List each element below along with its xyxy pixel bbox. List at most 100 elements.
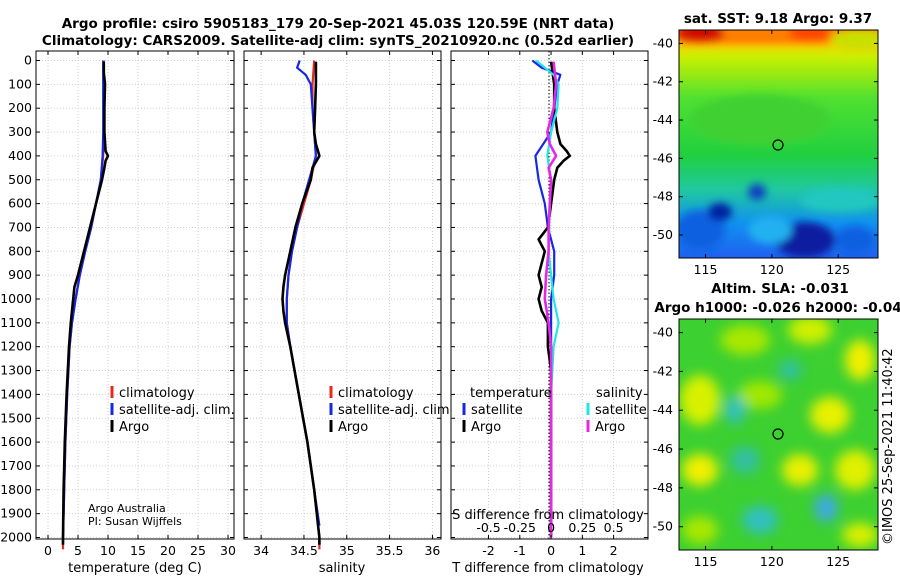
y-tick-label: 1900 [0,506,32,521]
map-x-tick-label: 120 [760,262,784,277]
figure-title-line2: Climatology: CARS2009. Satellite-adj cli… [42,33,634,49]
map-y-tick-label: -48 [653,189,673,204]
series-argo [281,61,321,545]
y-tick-label: 300 [8,124,32,139]
x-tick-label: 25 [190,543,206,558]
map-x-tick-label: 115 [694,554,718,569]
x-tick-label: 36 [424,543,440,558]
x-tick-label: 30 [220,543,236,558]
argo-location-marker [772,428,784,440]
x-tick-label: -1 [514,543,526,558]
map-x-tick-label: 120 [760,554,784,569]
legend-label-sal-argo: Argo [595,420,625,435]
annotation-argo-australia: Argo Australia [88,502,166,515]
s-tick-label: 0.5 [604,520,624,535]
x-tick-label: -2 [482,543,494,558]
map-y-tick-label: -42 [653,363,673,378]
y-tick-label: 1400 [0,386,32,401]
sla-heatmap [679,319,878,550]
legend-label-argo: Argo [119,420,149,435]
series-argo [61,61,110,545]
map-y-tick-label: -46 [653,150,673,165]
x-tick-label: 2 [610,543,618,558]
figure-title-line1: Argo profile: csiro 5905183_179 20-Sep-2… [62,16,615,32]
t-difference-x-label: T difference from climatology [451,561,644,576]
temperature-x-label: temperature (deg C) [68,561,202,576]
sst-map-title: sat. SST: 9.18 Argo: 9.37 [684,11,872,27]
y-tick-label: 400 [8,148,32,163]
y-tick-label: 1700 [0,458,32,473]
sst-map-panel: sat. SST: 9.18 Argo: 9.37 115 120 125 -40 -4… [653,11,879,277]
y-tick-label: 1800 [0,482,32,497]
sst-heatmap [679,30,878,258]
s-difference-x-label: S difference from climatology [452,508,644,523]
map-x-tick-label: 115 [694,262,718,277]
map-y-tick-label: -44 [653,112,673,127]
s-tick-label: 0 [547,520,555,535]
legend-label-climatology: climatology [338,386,414,401]
x-tick-label: 0 [44,543,52,558]
y-tick-label: 2000 [0,530,32,545]
legend-label-satellite-adj: satellite-adj. clim. [338,403,454,418]
map-y-tick-label: -46 [653,441,673,456]
x-tick-label: 20 [160,543,176,558]
legend-label-temp-satellite: satellite [471,403,523,418]
map-y-tick-label: -48 [653,480,673,495]
y-tick-label: 200 [8,100,32,115]
sla-map-title: Altim. SLA: -0.031 [711,281,848,297]
legend-label-satellite-adj: satellite-adj. clim. [119,403,235,418]
y-tick-label: 800 [8,243,32,258]
map-y-tick-label: -50 [653,227,673,242]
sla-field [679,319,878,550]
y-tick-label: 900 [8,267,32,282]
map-x-tick-label: 125 [826,262,850,277]
y-tick-label: 1600 [0,434,32,449]
argo-location-marker [772,139,784,151]
map-y-tick-label: -50 [653,519,673,534]
y-tick-label: 1300 [0,363,32,378]
salinity-x-label: salinity [319,561,366,576]
legend-label-temp-argo: Argo [471,420,501,435]
series-salinity-argo [543,61,558,538]
map-y-tick-label: -40 [653,325,673,340]
x-tick-label: 15 [130,543,146,558]
map-y-tick-label: -44 [653,402,673,417]
y-tick-label: 700 [8,219,32,234]
x-tick-label: 34.5 [290,543,318,558]
y-tick-label: 600 [8,196,32,211]
s-tick-label: -0.5 [476,520,500,535]
difference-legend: temperature salinity satellite Argo sate… [462,386,647,435]
legend-label-argo: Argo [338,420,368,435]
salinity-axes-frame [243,50,442,540]
x-tick-label: 10 [100,543,116,558]
x-tick-label: 1 [578,543,586,558]
sla-map-subtitle: Argo h1000: -0.026 h2000: -0.04 [654,300,900,316]
legend-label-climatology: climatology [119,386,195,401]
legend-title-temperature: temperature [470,386,552,401]
map-x-tick-label: 125 [826,554,850,569]
y-tick-label: 0 [24,53,32,68]
legend-title-salinity: salinity [596,386,643,401]
x-tick-label: 0 [547,543,555,558]
map-y-tick-label: -42 [653,74,673,89]
salinity-legend: climatology satellite-adj. clim. Argo [329,386,454,435]
legend-label-sal-satellite: satellite [595,403,647,418]
temperature-profile-panel: 0 5 10 15 20 25 300100200300400500600700800900… [0,50,236,576]
y-tick-label: 1100 [0,315,32,330]
annotation-pi: PI: Susan Wijffels [88,515,182,528]
x-tick-label: 34 [253,543,269,558]
s-tick-label: -0.25 [504,520,536,535]
s-tick-label: 0.25 [568,520,596,535]
difference-profile-panel: -2 -1 0 1 2 -0.5 -0.25 0 0.25 0.5 T difference fr… [450,50,649,576]
y-tick-label: 100 [8,76,32,91]
salinity-profile-panel: 34 34.5 35 35.5 36 salinity climatology sate… [243,50,454,576]
y-tick-label: 1200 [0,339,32,354]
y-tick-label: 1500 [0,410,32,425]
sst-map-frame [678,29,879,259]
imos-credit: ©IMOS 25-Sep-2021 11:40:42 [881,348,896,545]
map-y-tick-label: -40 [653,35,673,50]
y-tick-label: 1000 [0,291,32,306]
y-tick-label: 500 [8,172,32,187]
x-tick-label: 35.5 [376,543,404,558]
